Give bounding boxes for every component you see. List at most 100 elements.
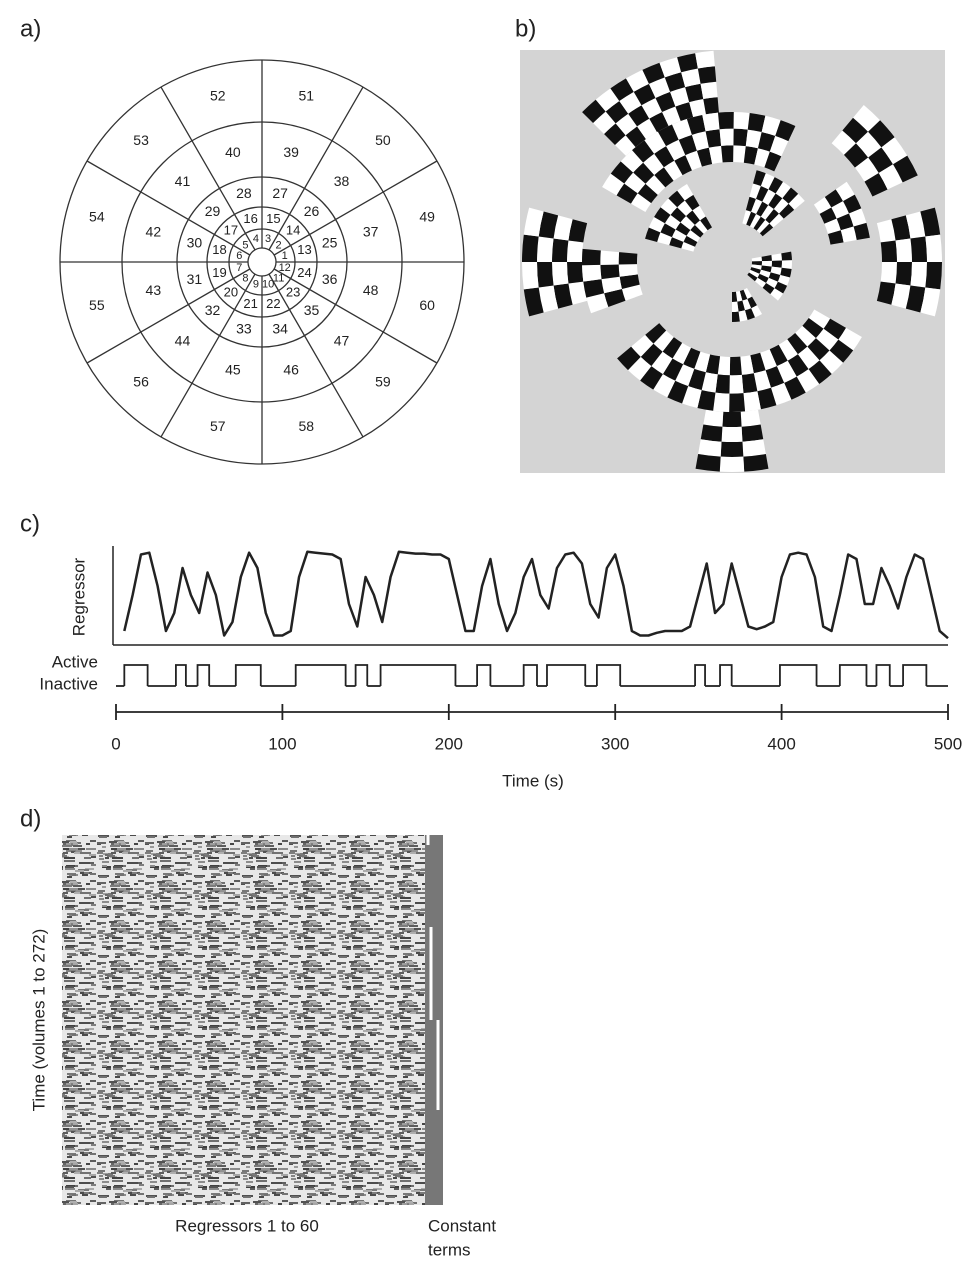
checker-cell (753, 170, 766, 187)
checker-cell (856, 131, 882, 158)
constant-label: terms (428, 1240, 471, 1259)
sector-label: 52 (210, 88, 226, 104)
checker-cell (910, 262, 927, 288)
checker-cell (876, 281, 896, 305)
checker-cell (670, 207, 687, 223)
checker-cell (695, 454, 721, 472)
checker-cell (674, 155, 693, 176)
sector-label: 32 (205, 302, 221, 318)
checker-cell (778, 339, 798, 361)
checker-cell (675, 222, 691, 236)
checker-cell (681, 68, 701, 88)
checker-cell (715, 374, 730, 394)
checker-cell (617, 346, 641, 371)
sector-label: 8 (242, 273, 248, 285)
checker-cell (683, 235, 698, 247)
checker-cell (836, 213, 854, 231)
checker-cell (920, 207, 941, 237)
checker-cell (745, 196, 757, 212)
checker-cell (620, 150, 644, 173)
checker-cell (781, 251, 792, 261)
checker-cell (760, 265, 772, 273)
checker-cell (750, 352, 766, 374)
sector-label: 27 (272, 185, 288, 201)
checker-cell (628, 356, 652, 381)
checker-cell (754, 148, 770, 168)
checker-cell (769, 344, 788, 367)
checker-cell (741, 373, 758, 394)
checker-cell (568, 219, 588, 243)
checker-cell (637, 183, 658, 204)
checker-cell (552, 238, 569, 262)
checker-cell (537, 262, 554, 288)
boxcar-block (354, 664, 369, 686)
checker-cell (582, 99, 606, 124)
checker-cell (735, 290, 743, 302)
sector-label: 10 (262, 279, 274, 291)
checker-cell (854, 157, 879, 182)
checker-cell (764, 151, 782, 172)
checker-cell (626, 69, 649, 92)
checker-cell (605, 101, 629, 124)
checker-cell (697, 390, 716, 411)
checker-cell (630, 193, 652, 212)
checker-cell (891, 215, 911, 241)
checker-cell (672, 118, 692, 140)
constant-column (425, 835, 443, 1205)
boxcar-block (123, 664, 149, 686)
checker-cell (654, 146, 675, 168)
checker-cell (768, 193, 783, 210)
checker-cell (567, 240, 584, 262)
checker-cell (654, 167, 674, 188)
sector-label: 53 (133, 132, 149, 148)
checker-cell (680, 216, 695, 231)
checker-cell (619, 274, 640, 289)
x-tick-label: 200 (435, 734, 463, 753)
checker-cell (663, 160, 683, 181)
sector-label: 36 (322, 271, 338, 287)
boxcar-block (234, 664, 262, 686)
checker-cell (843, 143, 869, 168)
checker-cell (747, 296, 757, 309)
checker-cell (648, 77, 671, 98)
boxcar-block (476, 664, 492, 686)
checker-cell (751, 198, 763, 214)
sector-label: 7 (236, 262, 242, 274)
checker-cell (753, 370, 771, 392)
design-matrix (62, 835, 425, 1205)
checker-cell (692, 205, 706, 221)
boxcar-block (838, 664, 868, 686)
boxcar-block (779, 664, 818, 686)
sector-line (273, 268, 438, 364)
sector-label: 30 (187, 235, 203, 251)
checker-cell (864, 172, 888, 197)
checker-cell (819, 207, 837, 224)
sector-label: 16 (243, 211, 257, 226)
checker-cell (610, 78, 634, 102)
checker-cell (683, 347, 701, 369)
checker-cell (685, 83, 704, 103)
sector-label: 45 (225, 361, 241, 377)
checker-cell (779, 203, 795, 219)
boxcar-block (294, 664, 347, 686)
checker-cell (835, 181, 855, 202)
checker-cell (618, 264, 638, 277)
checker-cell (762, 282, 775, 295)
checker-cell (895, 238, 912, 262)
checker-cell (802, 317, 824, 339)
checker-cell (703, 409, 724, 427)
sector-label: 37 (363, 224, 379, 240)
sector-label: 38 (334, 173, 350, 189)
checker-cell (675, 364, 695, 387)
checker-cell (754, 277, 767, 288)
checker-cell (838, 327, 862, 351)
checker-cell (653, 374, 676, 398)
sector-line (86, 160, 251, 256)
checker-cell (624, 172, 646, 194)
checker-cell (742, 298, 752, 311)
checker-cell (672, 342, 692, 365)
checker-cell (703, 97, 719, 115)
checker-cell (660, 198, 678, 215)
checker-cell (660, 223, 676, 238)
boxcar-block (902, 664, 928, 686)
